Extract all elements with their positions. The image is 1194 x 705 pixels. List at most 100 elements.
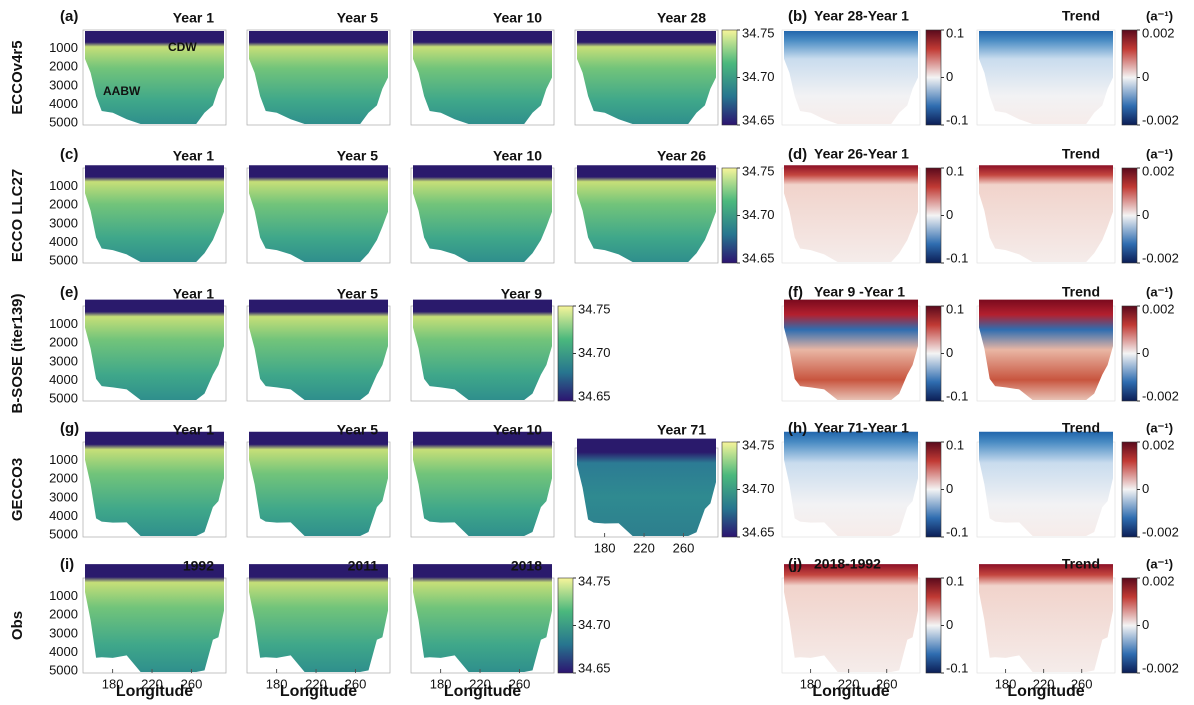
- panel-tag: (e): [60, 284, 78, 301]
- y-tick-label: 1000: [49, 40, 78, 55]
- x-tick-label: 180: [594, 540, 616, 555]
- panel-title: Year 26-Year 1: [814, 146, 909, 162]
- colorbar-tick-label: 0: [1142, 345, 1149, 360]
- x-tick-label: 220: [469, 676, 491, 691]
- colorbar-tick-label: -0.002: [1142, 524, 1179, 539]
- panel-tag: (b): [788, 8, 807, 25]
- x-tick-label: 260: [345, 676, 367, 691]
- y-tick-label: 5000: [49, 663, 78, 678]
- difference-field: [784, 431, 918, 536]
- y-tick-label: 5000: [49, 253, 78, 268]
- colorbar: [925, 305, 942, 402]
- colorbar-tick-label: -0.002: [1142, 660, 1179, 675]
- y-tick-label: 2000: [49, 335, 78, 350]
- y-tick-label: 2000: [49, 59, 78, 74]
- salinity-field: [413, 564, 552, 672]
- trend-field: [979, 31, 1113, 124]
- panel-tag: (i): [60, 556, 74, 573]
- y-tick-label: 1000: [49, 452, 78, 467]
- colorbar: [925, 167, 942, 264]
- panel-title: Year 10: [493, 422, 542, 438]
- x-tick-label: 220: [838, 676, 860, 691]
- colorbar-tick-label: -0.1: [946, 524, 968, 539]
- x-axis-label: Longitude: [116, 683, 193, 700]
- panel-tag: (d): [788, 146, 807, 163]
- panel-tag: (c): [60, 146, 78, 163]
- colorbar-tick-label: 34.70: [742, 481, 775, 496]
- salinity-field: [249, 299, 388, 400]
- colorbar-tick-label: 34.75: [578, 573, 611, 588]
- x-tick-label: 180: [995, 676, 1017, 691]
- y-tick-label: 3000: [49, 77, 78, 92]
- y-tick-label: 3000: [49, 489, 78, 504]
- x-tick-label: 220: [633, 540, 655, 555]
- panel-title: Trend: [1062, 8, 1100, 24]
- colorbar-tick-label: 0.002: [1142, 163, 1175, 178]
- y-tick-label: 2000: [49, 471, 78, 486]
- y-tick-label: 3000: [49, 215, 78, 230]
- salinity-field: [413, 299, 552, 400]
- x-tick-label: 220: [305, 676, 327, 691]
- colorbar-tick-label: 0.002: [1142, 573, 1175, 588]
- row-label: Obs: [9, 611, 26, 640]
- y-tick-label: 4000: [49, 508, 78, 523]
- panel-title: Year 1: [173, 422, 214, 438]
- y-tick-label: 2000: [49, 607, 78, 622]
- x-axis-label: Longitude: [812, 683, 889, 700]
- panel-title: Year 28-Year 1: [814, 8, 909, 24]
- panel-title: Year 28: [657, 10, 706, 26]
- colorbar-tick-label: 0: [946, 617, 953, 632]
- row-label: ECCO LLC27: [9, 169, 26, 262]
- unit-label: (a⁻¹): [1146, 284, 1173, 299]
- salinity-field: [413, 31, 552, 124]
- panel-title: Year 5: [337, 10, 378, 26]
- colorbar-tick-label: 34.65: [742, 250, 775, 265]
- salinity-field: [85, 31, 224, 124]
- panel-title: 2018-1992: [814, 556, 881, 572]
- x-tick-label: 260: [509, 676, 531, 691]
- colorbar-tick-label: 34.65: [578, 388, 611, 403]
- salinity-field: [413, 165, 552, 262]
- colorbar-tick-label: 0.1: [946, 25, 964, 40]
- panel-tag: (j): [788, 556, 802, 573]
- row-label: GECCO3: [9, 458, 26, 521]
- colorbar: [925, 441, 942, 538]
- colorbar-tick-label: 0.1: [946, 301, 964, 316]
- y-tick-label: 5000: [49, 527, 78, 542]
- unit-label: (a⁻¹): [1146, 420, 1173, 435]
- row-label: B-SOSE (iter139): [9, 293, 26, 413]
- salinity-field: [85, 564, 224, 672]
- panel-title: Year 9 -Year 1: [814, 284, 905, 300]
- y-tick-label: 4000: [49, 234, 78, 249]
- panel-title: Year 5: [337, 286, 378, 302]
- y-tick-label: 3000: [49, 625, 78, 640]
- x-axis-label: Longitude: [1007, 683, 1084, 700]
- colorbar-tick-label: 0.1: [946, 163, 964, 178]
- x-tick-label: 180: [430, 676, 452, 691]
- colorbar-tick-label: 0.1: [946, 437, 964, 452]
- x-axis-label: Longitude: [444, 683, 521, 700]
- colorbar: [925, 577, 942, 674]
- colorbar: [557, 577, 574, 674]
- colorbar-tick-label: -0.1: [946, 660, 968, 675]
- y-tick-label: 5000: [49, 115, 78, 130]
- colorbar-tick-label: 0.002: [1142, 301, 1175, 316]
- colorbar-tick-label: -0.1: [946, 388, 968, 403]
- x-tick-label: 260: [673, 540, 695, 555]
- panel-title: Year 71: [657, 422, 706, 438]
- colorbar-tick-label: 0: [946, 481, 953, 496]
- y-tick-label: 1000: [49, 588, 78, 603]
- panel-title: Year 1: [173, 148, 214, 164]
- colorbar-tick-label: -0.002: [1142, 250, 1179, 265]
- colorbar-tick-label: 0: [946, 345, 953, 360]
- colorbar-tick-label: 34.75: [742, 437, 775, 452]
- annotation: CDW: [168, 40, 197, 54]
- panel-title: Trend: [1062, 556, 1100, 572]
- x-tick-label: 260: [1071, 676, 1093, 691]
- salinity-field: [85, 165, 224, 262]
- difference-field: [784, 299, 918, 400]
- colorbar: [925, 29, 942, 126]
- colorbar: [1121, 305, 1138, 402]
- salinity-field: [249, 564, 388, 672]
- colorbar-tick-label: 34.75: [742, 25, 775, 40]
